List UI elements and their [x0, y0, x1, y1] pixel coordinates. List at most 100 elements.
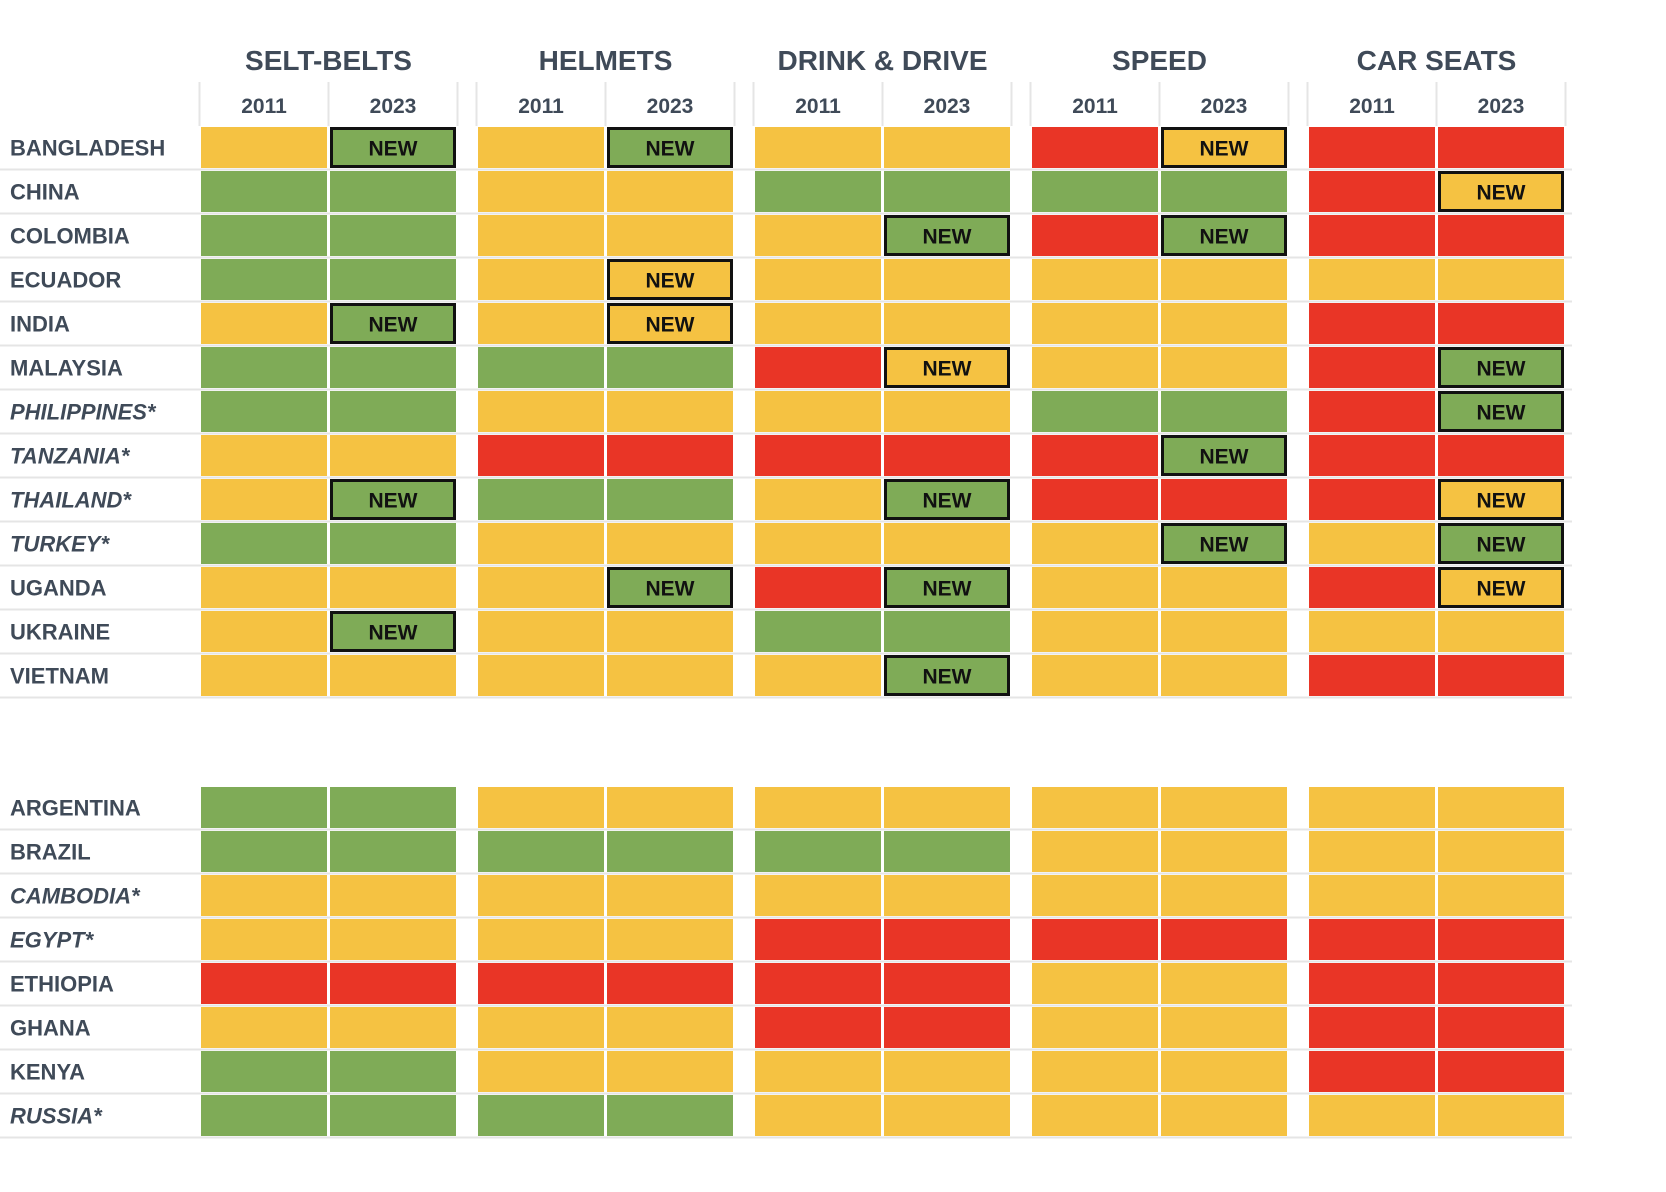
- cell-ukraine-drink-drive-2023: [884, 611, 1010, 652]
- cell-uganda-helmets-2011: [478, 567, 604, 608]
- country-label-malaysia: MALAYSIA: [10, 356, 123, 381]
- cell-malaysia-speed-2023: [1161, 347, 1287, 388]
- cell-uganda-car-seats-2023: [1438, 567, 1564, 608]
- year-label-speed-2023: 2023: [1201, 95, 1248, 118]
- cell-philippines-selt-belts-2011: [201, 391, 327, 432]
- country-label-ecuador: ECUADOR: [10, 268, 121, 293]
- cell-vietnam-car-seats-2023: [1438, 655, 1564, 696]
- cell-egypt-drink-drive-2023: [884, 919, 1010, 960]
- cell-ukraine-car-seats-2023: [1438, 611, 1564, 652]
- cell-russia-drink-drive-2023: [884, 1095, 1010, 1136]
- cell-kenya-car-seats-2023: [1438, 1051, 1564, 1092]
- cell-china-helmets-2023: [607, 171, 733, 212]
- cell-uganda-selt-belts-2011: [201, 567, 327, 608]
- cell-india-speed-2011: [1032, 303, 1158, 344]
- new-border: [1438, 479, 1564, 520]
- country-label-argentina: ARGENTINA: [10, 796, 141, 821]
- cell-colombia-car-seats-2023: [1438, 215, 1564, 256]
- cell-malaysia-speed-2011: [1032, 347, 1158, 388]
- cell-turkey-selt-belts-2011: [201, 523, 327, 564]
- country-label-ethiopia: ETHIOPIA: [10, 972, 114, 997]
- cell-vietnam-helmets-2011: [478, 655, 604, 696]
- cell-egypt-selt-belts-2023: [330, 919, 456, 960]
- cell-colombia-selt-belts-2023: [330, 215, 456, 256]
- cell-egypt-car-seats-2011: [1309, 919, 1435, 960]
- new-border: [330, 127, 456, 168]
- cell-uganda-speed-2023: [1161, 567, 1287, 608]
- cell-thailand-selt-belts-2023: [330, 479, 456, 520]
- year-label-drink-drive-2011: 2011: [795, 95, 841, 118]
- new-border: [1438, 171, 1564, 212]
- cell-bangladesh-car-seats-2023: [1438, 127, 1564, 168]
- country-label-china: CHINA: [10, 180, 80, 205]
- cell-turkey-speed-2023: [1161, 523, 1287, 564]
- cell-brazil-speed-2011: [1032, 831, 1158, 872]
- cell-kenya-helmets-2023: [607, 1051, 733, 1092]
- cell-vietnam-speed-2023: [1161, 655, 1287, 696]
- cell-vietnam-speed-2011: [1032, 655, 1158, 696]
- new-border: [330, 303, 456, 344]
- country-label-uganda: UGANDA: [10, 576, 107, 601]
- cell-egypt-drink-drive-2011: [755, 919, 881, 960]
- cell-thailand-car-seats-2023: [1438, 479, 1564, 520]
- cell-brazil-helmets-2011: [478, 831, 604, 872]
- cell-thailand-selt-belts-2011: [201, 479, 327, 520]
- new-border: [1161, 127, 1287, 168]
- cell-philippines-car-seats-2023: [1438, 391, 1564, 432]
- cell-colombia-helmets-2011: [478, 215, 604, 256]
- cell-india-speed-2023: [1161, 303, 1287, 344]
- cell-ghana-car-seats-2011: [1309, 1007, 1435, 1048]
- category-title-speed: SPEED: [1112, 45, 1207, 76]
- year-label-helmets-2011: 2011: [518, 95, 564, 118]
- country-label-thailand: THAILAND*: [10, 488, 132, 513]
- new-badge: NEW: [1477, 534, 1526, 557]
- cell-ethiopia-car-seats-2011: [1309, 963, 1435, 1004]
- new-badge: NEW: [1477, 578, 1526, 601]
- cell-colombia-drink-drive-2023: [884, 215, 1010, 256]
- cell-kenya-car-seats-2011: [1309, 1051, 1435, 1092]
- cell-colombia-speed-2011: [1032, 215, 1158, 256]
- country-label-brazil: BRAZIL: [10, 840, 91, 865]
- cell-turkey-selt-belts-2023: [330, 523, 456, 564]
- new-border: [884, 215, 1010, 256]
- cell-malaysia-drink-drive-2011: [755, 347, 881, 388]
- country-label-ghana: GHANA: [10, 1016, 91, 1041]
- cell-ecuador-speed-2011: [1032, 259, 1158, 300]
- cell-russia-selt-belts-2011: [201, 1095, 327, 1136]
- new-badge: NEW: [1477, 490, 1526, 513]
- cell-thailand-helmets-2011: [478, 479, 604, 520]
- cell-argentina-helmets-2023: [607, 787, 733, 828]
- cell-philippines-helmets-2011: [478, 391, 604, 432]
- cell-tanzania-car-seats-2011: [1309, 435, 1435, 476]
- new-badge: NEW: [1200, 534, 1249, 557]
- new-border: [1438, 391, 1564, 432]
- cell-russia-selt-belts-2023: [330, 1095, 456, 1136]
- cell-cambodia-car-seats-2011: [1309, 875, 1435, 916]
- cell-colombia-speed-2023: [1161, 215, 1287, 256]
- new-badge: NEW: [1477, 402, 1526, 425]
- category-title-selt-belts: SELT-BELTS: [245, 45, 412, 76]
- cell-cambodia-helmets-2011: [478, 875, 604, 916]
- cell-cambodia-drink-drive-2011: [755, 875, 881, 916]
- new-badge: NEW: [923, 358, 972, 381]
- cell-ukraine-helmets-2011: [478, 611, 604, 652]
- cell-tanzania-speed-2023: [1161, 435, 1287, 476]
- cell-argentina-car-seats-2023: [1438, 787, 1564, 828]
- cell-ghana-helmets-2023: [607, 1007, 733, 1048]
- cell-cambodia-selt-belts-2011: [201, 875, 327, 916]
- cell-brazil-drink-drive-2011: [755, 831, 881, 872]
- cell-ukraine-speed-2011: [1032, 611, 1158, 652]
- cell-tanzania-speed-2011: [1032, 435, 1158, 476]
- cell-cambodia-selt-belts-2023: [330, 875, 456, 916]
- cell-ethiopia-speed-2011: [1032, 963, 1158, 1004]
- cell-tanzania-drink-drive-2011: [755, 435, 881, 476]
- cell-brazil-drink-drive-2023: [884, 831, 1010, 872]
- cell-cambodia-speed-2023: [1161, 875, 1287, 916]
- new-border: [607, 259, 733, 300]
- cell-tanzania-selt-belts-2011: [201, 435, 327, 476]
- cell-china-drink-drive-2011: [755, 171, 881, 212]
- country-label-india: INDIA: [10, 312, 70, 337]
- cell-china-speed-2023: [1161, 171, 1287, 212]
- cell-china-speed-2011: [1032, 171, 1158, 212]
- cell-india-helmets-2011: [478, 303, 604, 344]
